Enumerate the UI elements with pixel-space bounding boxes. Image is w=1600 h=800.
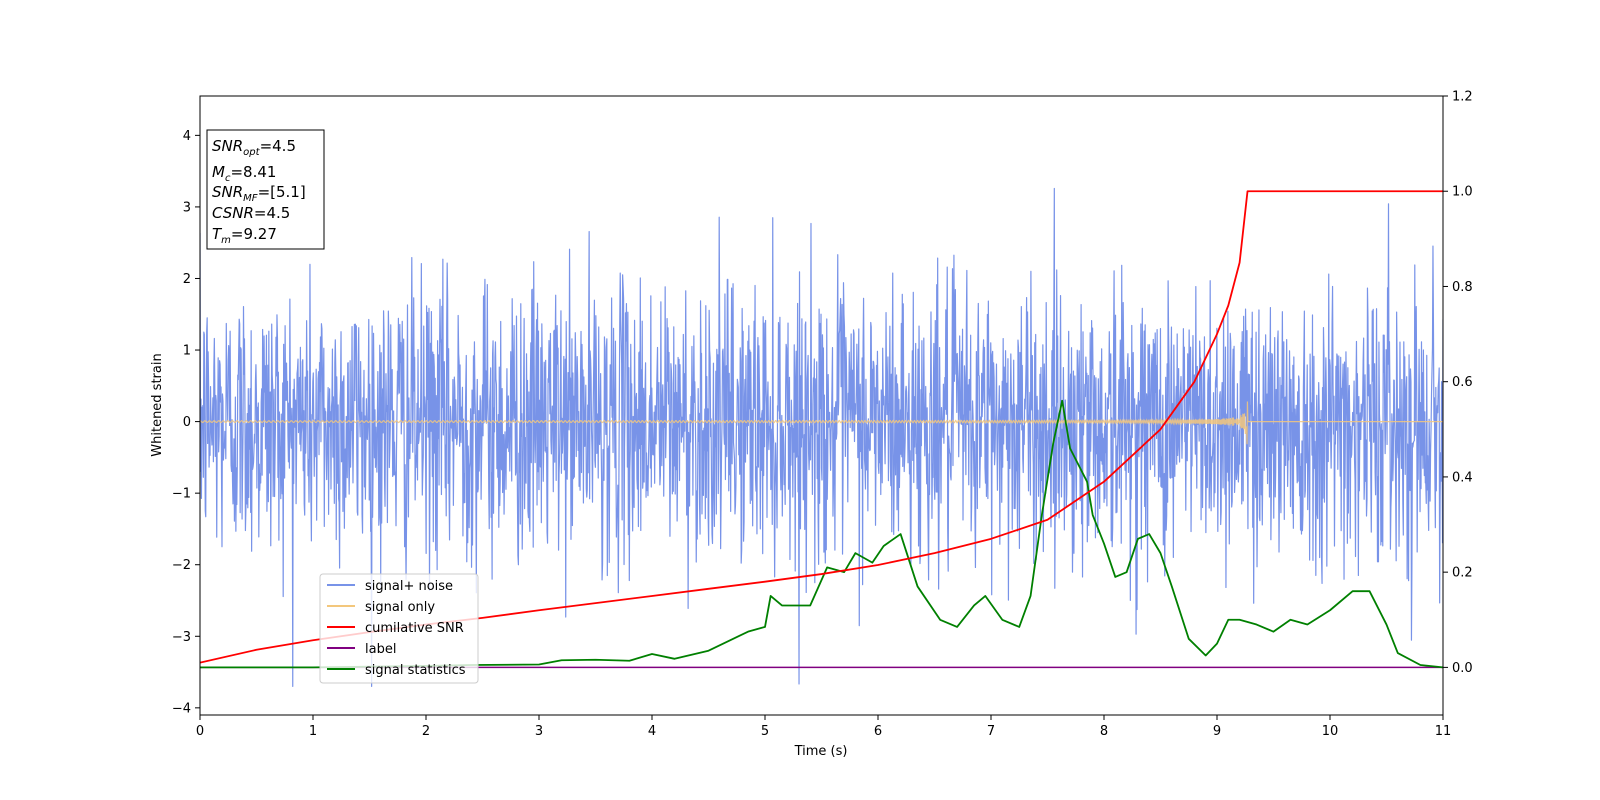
y-left-tick-label: 1 xyxy=(183,344,191,359)
y-right-tick-label: 0.8 xyxy=(1452,280,1473,295)
annotation-line: CSNR=4.5 xyxy=(212,204,290,222)
x-tick-label: 1 xyxy=(309,724,317,739)
legend-frame xyxy=(319,573,479,684)
annotation-line: SNRMF=[5.1] xyxy=(212,183,306,204)
x-tick-label: 2 xyxy=(422,724,430,739)
legend-entry-label: label xyxy=(365,642,396,657)
x-tick-label: 11 xyxy=(1435,724,1452,739)
x-tick-label: 7 xyxy=(987,724,995,739)
annotation-symbol: CSNR xyxy=(212,204,254,222)
y-left-tick-label: 0 xyxy=(183,415,191,430)
x-tick-label: 3 xyxy=(535,724,543,739)
y-left-tick-label: 4 xyxy=(183,129,191,144)
y-axis-right: 0.0 0.2 0.4 0.6 0.8 1.0 1.2 xyxy=(1443,90,1473,676)
y-axis-left: −4 −3 −2 −1 0 1 2 3 4 xyxy=(172,129,200,716)
x-tick-label: 9 xyxy=(1213,724,1221,739)
y-left-tick-label: −1 xyxy=(172,487,191,502)
annotation-subscript: m xyxy=(221,235,231,246)
annotation-subscript: c xyxy=(225,173,231,184)
x-axis: 0 1 2 3 4 5 6 7 8 9 10 11 xyxy=(196,715,1451,739)
annotation-line: Mc=8.41 xyxy=(212,163,276,184)
y-left-tick-label: −3 xyxy=(172,630,191,645)
x-tick-label: 8 xyxy=(1100,724,1108,739)
annotation-line: Tm=9.27 xyxy=(212,225,277,246)
annotation-symbol: T xyxy=(212,225,223,243)
x-axis-label: Time (s) xyxy=(794,744,848,759)
legend-entry-label: signal only xyxy=(365,600,435,615)
y-right-tick-label: 0.6 xyxy=(1452,375,1473,390)
annotation-line: SNRopt=4.5 xyxy=(212,137,296,158)
y-left-tick-label: −2 xyxy=(172,558,191,573)
legend-entry-label: signal+ noise xyxy=(365,579,453,594)
series-signal-only xyxy=(200,401,1443,445)
x-tick-label: 5 xyxy=(761,724,769,739)
annotation-value: =8.41 xyxy=(230,163,276,181)
x-tick-label: 6 xyxy=(874,724,882,739)
y-right-tick-label: 0.2 xyxy=(1452,566,1473,581)
series-signal-noise xyxy=(200,187,1443,687)
x-tick-label: 10 xyxy=(1322,724,1339,739)
x-tick-label: 0 xyxy=(196,724,204,739)
annotation-value: =9.27 xyxy=(231,225,277,243)
annotation-value: =[5.1] xyxy=(258,183,306,201)
y-right-tick-label: 1.2 xyxy=(1452,90,1473,105)
annotation-subscript: opt xyxy=(243,147,260,158)
annotation-box: SNRopt=4.5Mc=8.41SNRMF=[5.1]CSNR=4.5Tm=9… xyxy=(206,129,325,250)
annotation-subscript: MF xyxy=(243,193,258,204)
y-left-tick-label: 2 xyxy=(183,272,191,287)
annotation-symbol: SNR xyxy=(212,137,243,155)
plot-frame xyxy=(199,95,1444,716)
annotation-symbol: SNR xyxy=(212,183,243,201)
annotation-frame xyxy=(206,129,325,250)
y-left-tick-label: 3 xyxy=(183,200,191,215)
annotation-value: =4.5 xyxy=(254,204,290,222)
y-right-tick-label: 1.0 xyxy=(1452,185,1473,200)
y-right-tick-label: 0.0 xyxy=(1452,661,1473,676)
y-right-tick-label: 0.4 xyxy=(1452,470,1473,485)
y-axis-label: Whitened strain xyxy=(150,353,165,456)
y-left-tick-label: −4 xyxy=(172,701,191,716)
annotation-value: =4.5 xyxy=(260,137,296,155)
legend: signal+ noise signal only cumilative SNR la… xyxy=(319,573,479,684)
annotation-symbol: M xyxy=(212,163,225,181)
legend-entry-label: signal statistics xyxy=(365,663,466,678)
x-tick-label: 4 xyxy=(648,724,656,739)
legend-entry-label: cumilative SNR xyxy=(365,621,464,636)
series-signal-statistics xyxy=(200,399,1443,669)
